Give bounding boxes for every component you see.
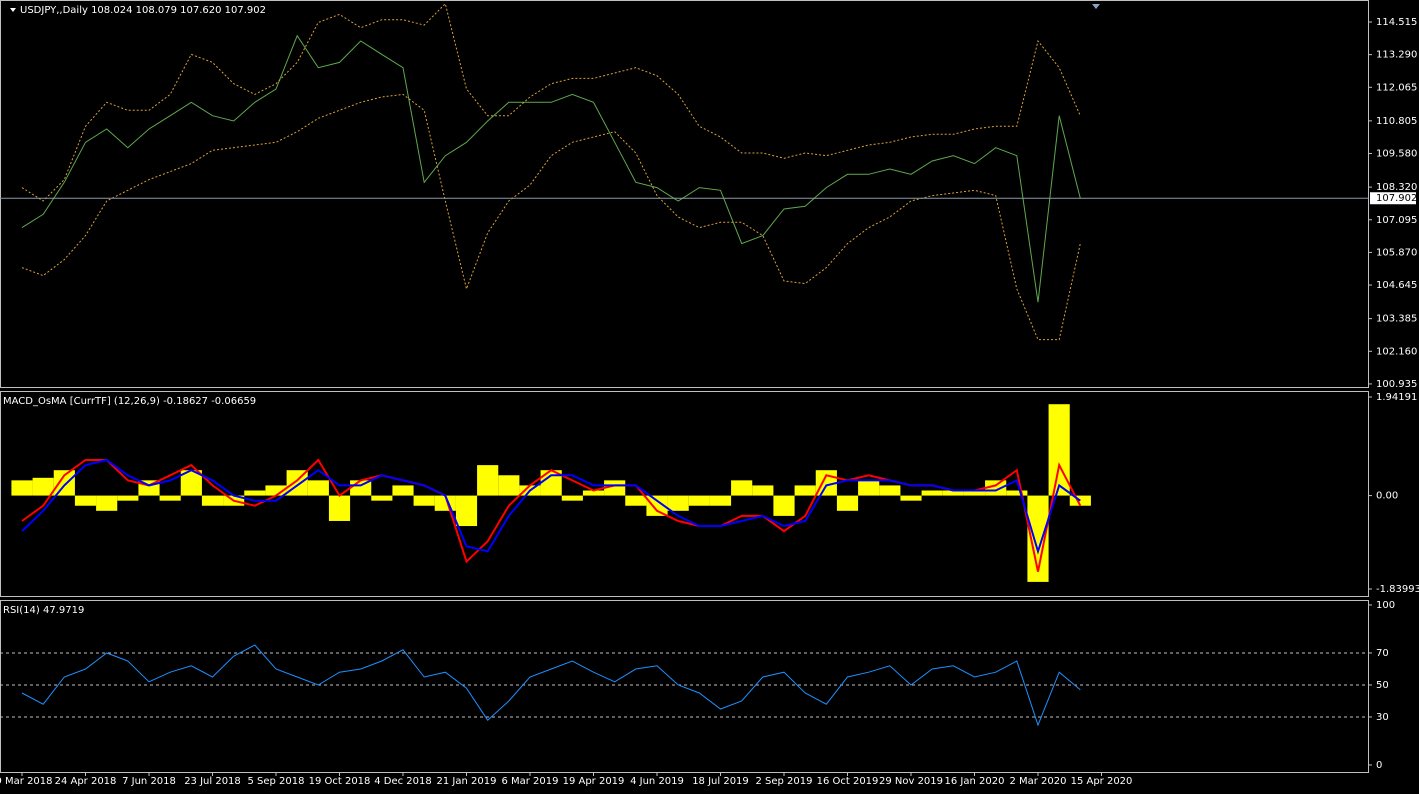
y-tick-label: 50 <box>1376 680 1389 691</box>
panel-title: RSI(14) 47.9719 <box>3 605 84 616</box>
x-tick-label: 24 Apr 2018 <box>55 776 117 787</box>
osma-bar <box>1048 404 1070 496</box>
y-tick-label: 0.00 <box>1376 491 1398 502</box>
osma-bar <box>963 490 986 496</box>
y-tick-label: 103.385 <box>1376 314 1417 325</box>
x-tick-label: 19 Apr 2019 <box>563 776 625 787</box>
osma-bar <box>561 495 583 501</box>
x-tick-label: 9 Mar 2018 <box>0 776 53 787</box>
x-tick-label: 5 Sep 2018 <box>247 776 304 787</box>
rsi-line <box>21 644 1081 727</box>
osma-bar <box>159 495 181 501</box>
y-tick-label: 100.935 <box>1376 379 1417 390</box>
x-tick-label: 29 Nov 2019 <box>879 776 943 787</box>
osma-bar <box>32 477 54 496</box>
osma-bar <box>1027 495 1049 582</box>
osma-bar <box>371 495 393 501</box>
osma-bar <box>900 495 922 501</box>
x-tick-label: 16 Oct 2019 <box>817 776 879 787</box>
osma-bar <box>942 490 964 496</box>
panel-title: MACD_OsMA [CurrTF] (12,26,9) -0.18627 -0… <box>3 396 256 407</box>
y-tick-label: 100 <box>1376 600 1395 611</box>
x-tick-label: 21 Jan 2019 <box>437 776 497 787</box>
x-tick-label: 2 Sep 2019 <box>755 776 812 787</box>
osma-bar <box>117 495 139 501</box>
osma-bar <box>646 495 668 516</box>
osma-bar <box>731 480 753 496</box>
osma-bar <box>477 465 499 496</box>
panel-frame <box>0 0 1369 388</box>
osma-bar <box>688 495 710 506</box>
y-tick-label: -1.83993 <box>1376 584 1419 595</box>
osma-bar <box>625 495 647 506</box>
x-tick-label: 4 Dec 2018 <box>374 776 432 787</box>
osma-bar <box>74 495 97 506</box>
osma-bar <box>879 485 901 496</box>
last-price-label: 107.902 <box>1376 193 1417 204</box>
y-tick-label: 114.515 <box>1376 17 1417 28</box>
osma-bar <box>604 480 626 496</box>
y-tick-label: 102.160 <box>1376 346 1417 357</box>
osma-bar <box>307 480 329 496</box>
osma-bar <box>773 495 795 516</box>
osma-bar <box>985 480 1007 496</box>
y-tick-label: 113.290 <box>1376 50 1417 61</box>
menu-arrow <box>10 8 16 12</box>
x-tick-label: 2 Mar 2020 <box>1009 776 1066 787</box>
y-tick-label: 107.095 <box>1376 215 1417 226</box>
band-line <box>21 93 1081 341</box>
y-tick-label: 30 <box>1376 712 1389 723</box>
osma-bar <box>582 490 605 496</box>
y-tick-label: 110.805 <box>1376 116 1417 127</box>
x-tick-label: 18 Jul 2019 <box>692 776 749 787</box>
osma-bar <box>455 495 478 527</box>
x-tick-label: 7 Jun 2018 <box>122 776 176 787</box>
osma-bar <box>265 485 287 496</box>
last-price-box <box>1370 192 1416 205</box>
osma-bar <box>1069 495 1091 506</box>
shift-marker <box>1092 4 1100 9</box>
osma-bar <box>858 480 880 496</box>
osma-bar <box>498 475 520 496</box>
osma-bar <box>752 485 774 496</box>
osma-bar <box>53 470 75 496</box>
osma-bar <box>180 470 202 496</box>
osma-bar <box>96 495 118 511</box>
y-tick-label: 109.580 <box>1376 149 1417 160</box>
y-tick-label: 108.320 <box>1376 182 1417 193</box>
price-line <box>21 34 1081 303</box>
osma-bar <box>540 470 562 496</box>
osma-bar <box>836 495 859 511</box>
osma-bar <box>413 495 435 506</box>
x-tick-label: 15 Apr 2020 <box>1071 776 1133 787</box>
osma-bar <box>244 490 266 496</box>
y-tick-label: 1.94191 <box>1376 392 1417 403</box>
x-tick-label: 4 Jun 2019 <box>630 776 684 787</box>
signal-line <box>21 458 1081 555</box>
y-tick-label: 70 <box>1376 648 1389 659</box>
panel-title: USDJPY,,Daily 108.024 108.079 107.620 10… <box>20 5 266 16</box>
osma-bar <box>201 495 224 506</box>
osma-bar <box>794 485 816 496</box>
panel-frame <box>0 600 1369 773</box>
x-tick-label: 6 Mar 2019 <box>501 776 558 787</box>
osma-bar <box>328 495 351 521</box>
y-tick-label: 105.870 <box>1376 247 1417 258</box>
y-tick-label: 112.065 <box>1376 82 1417 93</box>
osma-bar <box>11 480 33 496</box>
osma-bar <box>921 490 943 496</box>
y-tick-label: 0 <box>1376 760 1382 771</box>
osma-bar <box>1006 490 1028 496</box>
osma-bar <box>667 495 689 511</box>
osma-bar <box>392 485 414 496</box>
x-tick-label: 19 Oct 2018 <box>309 776 371 787</box>
y-tick-label: 104.645 <box>1376 280 1417 291</box>
x-tick-label: 23 Jul 2018 <box>184 776 241 787</box>
panel-frame <box>0 391 1369 597</box>
x-tick-label: 16 Jan 2020 <box>945 776 1005 787</box>
osma-bar <box>709 495 732 506</box>
